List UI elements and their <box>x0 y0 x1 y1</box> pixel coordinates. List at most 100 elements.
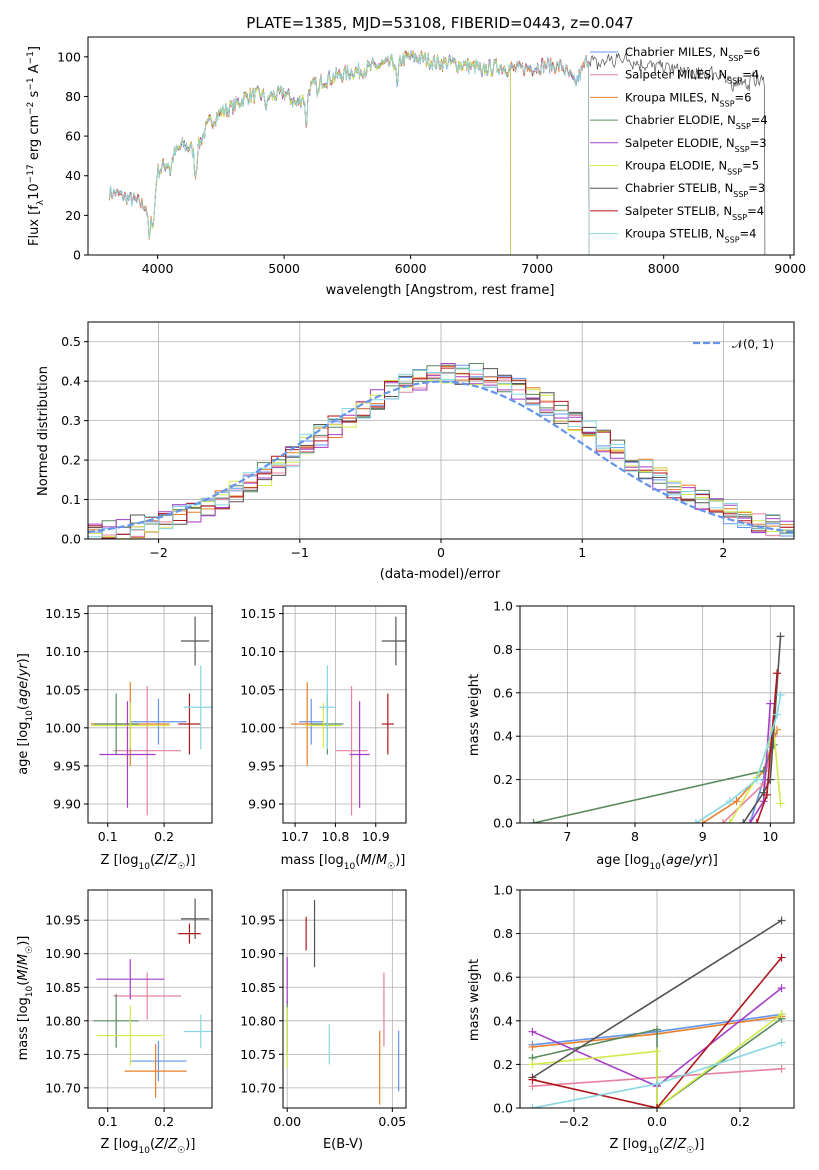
x-tick-label: 5000 <box>268 261 300 276</box>
legend-entry: Salpeter STELIB, NSSP=4 <box>625 204 764 222</box>
y-tick-label: 0.4 <box>61 374 81 389</box>
y-tick-label: 0.5 <box>61 334 81 349</box>
weight-marker <box>746 819 755 823</box>
weight-marker <box>777 984 786 993</box>
weight-marker <box>762 790 771 799</box>
weight-vs-z-panel: Z [log10(Z/Z☉)] mass weight −0.2 0.0 0.2 0.… <box>467 883 795 1156</box>
y-tick-label: 10.85 <box>45 980 81 995</box>
y-tick-label: 80 <box>65 89 81 104</box>
residual-panel: (data-model)/error Normed distribution −… <box>36 321 795 582</box>
age-vs-z-panel: Z [log10(Z/Z☉)] age [log10(age/yr)] 0.1 0… <box>16 605 213 872</box>
legend-entry: Salpeter ELODIE, NSSP=3 <box>625 136 767 154</box>
weight-marker <box>752 819 761 823</box>
x-tick-label: 0.1 <box>98 1114 118 1129</box>
x-tick-label: 0.00 <box>273 1114 301 1129</box>
axes-frame <box>87 36 795 256</box>
spectrum-line <box>146 49 511 255</box>
x-tick-label: 8000 <box>648 261 680 276</box>
x-tick-label: 6000 <box>395 261 427 276</box>
weight-line <box>532 919 782 1079</box>
y-tick-label: 0.8 <box>493 642 513 657</box>
weight-marker <box>653 1025 661 1034</box>
y-tick-label: 10.90 <box>240 946 276 961</box>
weight-marker <box>529 819 538 823</box>
age-vs-z-xlabel: Z [log10(Z/Z☉)] <box>101 853 196 872</box>
weight-marker <box>528 1042 537 1051</box>
weight-marker <box>777 953 786 962</box>
y-tick-label: 10.05 <box>45 682 81 697</box>
y-tick-label: 10.90 <box>45 946 81 961</box>
plot-area <box>109 49 766 255</box>
plot-area <box>291 616 406 816</box>
weight-vs-age-xlabel: age [log10(age/yr)] <box>596 853 718 872</box>
spectrum-title: PLATE=1385, MJD=53108, FIBERID=0443, z=0… <box>246 14 633 32</box>
y-tick-label: 1.0 <box>493 883 513 898</box>
weight-marker <box>759 779 768 788</box>
y-tick-label: 0.3 <box>61 413 81 428</box>
mass-vs-z-xlabel: Z [log10(Z/Z☉)] <box>101 1137 196 1156</box>
residual-histogram <box>88 369 794 539</box>
y-tick-label: 0.0 <box>61 532 81 547</box>
spectrum-line <box>146 50 511 255</box>
legend-entry: Kroupa MILES, NSSP=6 <box>625 90 751 108</box>
y-tick-label: 10.80 <box>240 1013 276 1028</box>
y-tick-label: 0.6 <box>493 685 513 700</box>
weight-marker <box>698 819 707 823</box>
x-tick-label: 10.7 <box>281 829 309 844</box>
age-vs-mass-xlabel: mass [log10(M/M☉)] <box>281 853 406 872</box>
x-tick-label: −1 <box>291 545 309 560</box>
spectrum-xlabel: wavelength [Angstrom, rest frame] <box>326 283 555 298</box>
y-tick-label: 10.75 <box>240 1047 276 1062</box>
weight-line <box>532 1013 782 1108</box>
weight-marker <box>718 819 727 823</box>
weight-marker <box>777 1038 786 1047</box>
axes-frame <box>282 889 407 1109</box>
y-tick-label: 10.75 <box>45 1047 81 1062</box>
mass-vs-ebv-panel: E(B-V) 0.00 0.05 10.70 10.75 10.80 10.85 10.90… <box>240 889 407 1152</box>
weight-marker <box>773 669 782 678</box>
x-tick-label: 0.2 <box>730 1114 750 1129</box>
y-tick-label: 0.0 <box>493 816 513 831</box>
mass-vs-z-ylabel: mass [log10(M/M☉)] <box>16 936 35 1061</box>
residual-xlabel: (data-model)/error <box>380 567 501 582</box>
spectrum-line <box>109 50 590 255</box>
x-tick-label: 9000 <box>774 261 806 276</box>
residual-ylabel: Normed distribution <box>36 366 51 496</box>
y-tick-label: 0.2 <box>493 1057 513 1072</box>
legend-entry: Kroupa STELIB, NSSP=4 <box>625 227 756 245</box>
weight-marker <box>528 1104 537 1108</box>
age-vs-z-ylabel: age [log10(age/yr)] <box>16 653 35 775</box>
y-tick-label: 0.2 <box>61 453 81 468</box>
axes-frame <box>87 321 795 540</box>
plot-area <box>90 616 212 816</box>
y-tick-label: 10.70 <box>240 1080 276 1095</box>
spectrum-legend: Chabrier MILES, NSSP=6 Salpeter MILES, NS… <box>590 45 768 244</box>
weight-vs-z-xlabel: Z [log10(Z/Z☉)] <box>610 1137 705 1156</box>
x-tick-label: 1 <box>578 545 586 560</box>
legend-entry: Chabrier STELIB, NSSP=3 <box>625 181 765 199</box>
y-tick-label: 9.90 <box>53 796 81 811</box>
y-tick-label: 40 <box>65 168 81 183</box>
legend-entry: Salpeter MILES, NSSP=4 <box>625 68 759 86</box>
plot-area <box>529 632 785 823</box>
weight-marker <box>653 1104 661 1108</box>
weight-marker <box>776 632 785 641</box>
weight-vs-age-ylabel: mass weight <box>467 674 482 756</box>
axes-frame <box>282 605 407 824</box>
weight-line <box>533 744 775 823</box>
y-tick-label: 10.85 <box>240 980 276 995</box>
weight-marker <box>725 797 734 806</box>
y-tick-label: 1.0 <box>493 599 513 614</box>
mass-vs-z-panel: Z [log10(Z/Z☉)] mass [log10(M/M☉)] 0.1 0.… <box>16 889 213 1156</box>
y-tick-label: 10.05 <box>240 682 276 697</box>
weight-marker <box>528 1060 537 1069</box>
weight-marker <box>725 819 734 823</box>
weight-vs-z-ylabel: mass weight <box>467 959 482 1041</box>
spectrum-panel: PLATE=1385, MJD=53108, FIBERID=0443, z=0… <box>26 14 806 298</box>
y-tick-label: 0 <box>73 248 81 263</box>
y-tick-label: 0.6 <box>493 970 513 985</box>
y-tick-label: 0.1 <box>61 492 81 507</box>
spectrum-line <box>109 50 590 255</box>
weight-marker <box>776 690 785 699</box>
x-tick-label: 9 <box>699 829 707 844</box>
